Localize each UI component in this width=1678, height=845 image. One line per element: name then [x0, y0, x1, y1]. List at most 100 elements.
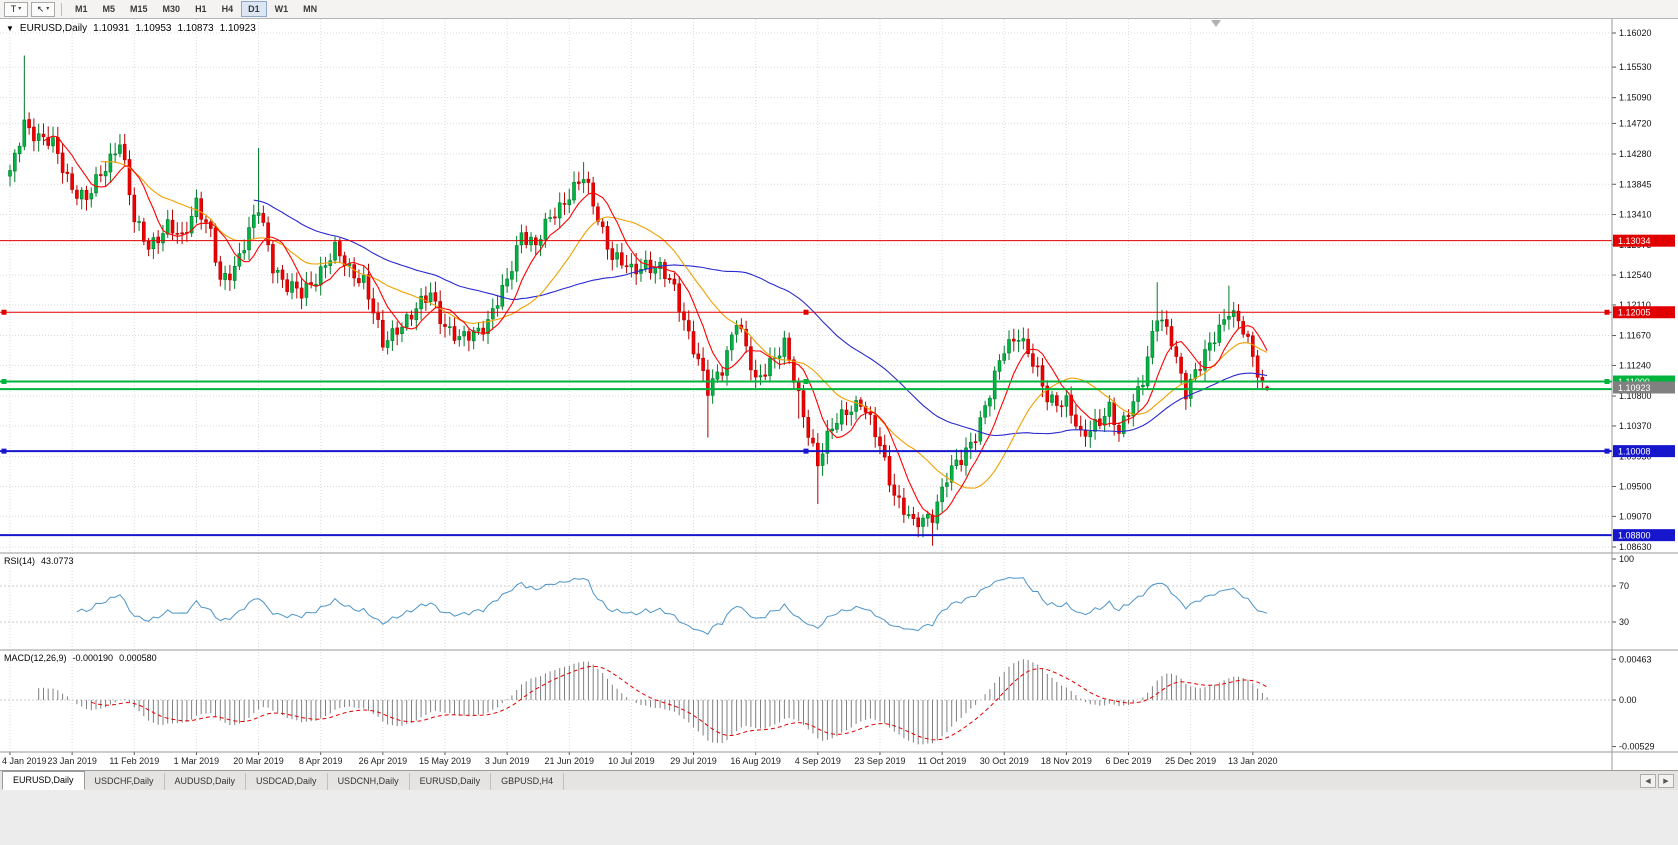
- svg-text:18 Nov 2019: 18 Nov 2019: [1041, 756, 1092, 766]
- svg-text:30 Oct 2019: 30 Oct 2019: [980, 756, 1029, 766]
- chart-title: ▼ EURUSD,Daily 1.10931 1.10953 1.10873 1…: [6, 23, 256, 34]
- chart-area[interactable]: 4 Jan 2019 23 Jan 2019 11 Feb 2019 1 Mar 20…: [0, 19, 1678, 770]
- svg-text:13 Jan 2020: 13 Jan 2020: [1228, 756, 1278, 766]
- tab-scroll-left-button[interactable]: ◀: [1640, 774, 1656, 788]
- macd-name: MACD(12,26,9): [4, 653, 67, 663]
- chart-tab-5[interactable]: EURUSD,Daily: [410, 773, 492, 790]
- svg-text:30: 30: [1619, 617, 1629, 627]
- macd-plot: [0, 659, 1612, 745]
- price-badge: [1613, 306, 1675, 319]
- svg-text:1.15530: 1.15530: [1619, 62, 1652, 72]
- svg-text:11 Feb 2019: 11 Feb 2019: [109, 756, 159, 766]
- horizontal-lines[interactable]: [0, 240, 1612, 537]
- svg-text:1.12110: 1.12110: [1619, 300, 1651, 310]
- quote-close: 1.10923: [219, 23, 256, 34]
- candles: [8, 55, 1269, 546]
- timeframe-m1-button[interactable]: M1: [68, 1, 95, 17]
- timeframe-h1-button[interactable]: H1: [188, 1, 214, 17]
- svg-text:1.13845: 1.13845: [1619, 179, 1652, 189]
- hline-handle: [1604, 309, 1610, 315]
- timeframe-w1-button[interactable]: W1: [268, 1, 296, 17]
- svg-text:26 Apr 2019: 26 Apr 2019: [359, 756, 408, 766]
- svg-text:1.11240: 1.11240: [1619, 360, 1651, 370]
- chart-shift-marker: [1211, 20, 1221, 27]
- quote-high: 1.10953: [135, 23, 172, 34]
- timeframe-h4-button[interactable]: H4: [215, 1, 241, 17]
- svg-text:6 Dec 2019: 6 Dec 2019: [1105, 756, 1151, 766]
- axes: 4 Jan 2019 23 Jan 2019 11 Feb 2019 1 Mar 20…: [2, 19, 1678, 770]
- price-badges: 1.130341.120051.110091.100081.088001.109…: [1613, 234, 1675, 542]
- macd-signal-value: 0.000580: [119, 653, 157, 663]
- chart-canvas[interactable]: 4 Jan 2019 23 Jan 2019 11 Feb 2019 1 Mar 20…: [0, 19, 1678, 770]
- window-background: [0, 790, 1678, 845]
- svg-text:1.11670: 1.11670: [1619, 331, 1651, 341]
- hline-handle: [1, 448, 7, 454]
- chart-tab-6[interactable]: GBPUSD,H4: [491, 773, 565, 790]
- svg-text:4 Jan 2019: 4 Jan 2019: [2, 756, 47, 766]
- svg-text:1.12005: 1.12005: [1618, 308, 1651, 318]
- timeframe-d1-button[interactable]: D1: [241, 1, 267, 17]
- hline-handle: [803, 309, 809, 315]
- svg-text:8 Apr 2019: 8 Apr 2019: [299, 756, 343, 766]
- svg-text:1.09070: 1.09070: [1619, 511, 1652, 521]
- dropdown-caret-icon: ▾: [46, 6, 50, 12]
- svg-text:15 May 2019: 15 May 2019: [419, 756, 471, 766]
- chart-background: [0, 19, 1678, 770]
- timeframe-m30-button[interactable]: M30: [156, 1, 188, 17]
- hline-handle: [1, 379, 7, 385]
- hline-handle: [803, 448, 809, 454]
- svg-text:1.14720: 1.14720: [1619, 118, 1652, 128]
- timeframe-m5-button[interactable]: M5: [96, 1, 123, 17]
- timeframe-group: M1 M5 M15 M30 H1 H4 D1 W1 MN: [68, 1, 324, 17]
- svg-text:-0.00529: -0.00529: [1619, 742, 1655, 752]
- rsi-name: RSI(14): [4, 556, 36, 566]
- chart-tab-3[interactable]: USDCAD,Daily: [246, 773, 328, 790]
- svg-text:10 Jul 2019: 10 Jul 2019: [608, 756, 655, 766]
- tool-group: T ▾ ↖ ▾: [4, 1, 55, 17]
- svg-text:1 Mar 2019: 1 Mar 2019: [174, 756, 220, 766]
- svg-text:23 Sep 2019: 23 Sep 2019: [854, 756, 905, 766]
- price-badge: [1613, 234, 1675, 247]
- svg-text:0.00463: 0.00463: [1619, 654, 1652, 664]
- chart-tab-0[interactable]: EURUSD,Daily: [2, 771, 85, 790]
- svg-text:1.10800: 1.10800: [1619, 391, 1652, 401]
- rsi-plot: [0, 576, 1612, 635]
- svg-text:3 Jun 2019: 3 Jun 2019: [485, 756, 530, 766]
- svg-text:11 Oct 2019: 11 Oct 2019: [918, 756, 966, 766]
- text-tool-button[interactable]: T ▾: [4, 1, 28, 17]
- toolbar: T ▾ ↖ ▾ M1 M5 M15 M30 H1 H4 D1 W1 MN: [0, 0, 1678, 19]
- chart-symbol-period: EURUSD,Daily: [19, 23, 88, 34]
- quote-open: 1.10931: [93, 23, 130, 34]
- macd-main-value: -0.000190: [72, 653, 114, 663]
- chart-tab-2[interactable]: AUDUSD,Daily: [165, 773, 247, 790]
- svg-text:4 Sep 2019: 4 Sep 2019: [795, 756, 841, 766]
- text-tool-icon: T: [10, 4, 17, 14]
- chart-tabbar-tabs: EURUSD,Daily USDCHF,Daily AUDUSD,Daily USDC…: [2, 771, 565, 790]
- chart-menu-arrow-icon[interactable]: ▼: [6, 24, 14, 33]
- ma-medium-line: [100, 161, 1268, 489]
- svg-text:23 Jan 2019: 23 Jan 2019: [47, 756, 97, 766]
- hline-handle: [1604, 448, 1610, 454]
- timeframe-mn-button[interactable]: MN: [296, 1, 324, 17]
- chart-tab-1[interactable]: USDCHF,Daily: [85, 773, 165, 790]
- svg-text:70: 70: [1619, 581, 1629, 591]
- svg-text:1.13034: 1.13034: [1618, 236, 1651, 246]
- quote-low: 1.10873: [177, 23, 214, 34]
- tab-scroll-right-button[interactable]: ▶: [1658, 774, 1674, 788]
- svg-text:1.12540: 1.12540: [1619, 270, 1652, 280]
- cursor-tool-button[interactable]: ↖ ▾: [31, 1, 55, 17]
- chart-tab-4[interactable]: USDCNH,Daily: [328, 773, 410, 790]
- hline-handle: [1, 309, 7, 315]
- price-badge: [1613, 529, 1675, 542]
- svg-text:29 Jul 2019: 29 Jul 2019: [670, 756, 717, 766]
- timeframe-m15-button[interactable]: M15: [123, 1, 155, 17]
- rsi-value: 43.0773: [41, 556, 74, 566]
- ma-fast-line: [43, 135, 1268, 517]
- cursor-tool-icon: ↖: [36, 3, 45, 14]
- price-badge: [1613, 381, 1675, 394]
- svg-text:0.00: 0.00: [1619, 695, 1637, 705]
- svg-text:1.16020: 1.16020: [1619, 28, 1652, 38]
- panel-dividers: [0, 19, 1678, 770]
- ma-slow-line: [253, 199, 1268, 437]
- svg-text:1.15090: 1.15090: [1619, 93, 1652, 103]
